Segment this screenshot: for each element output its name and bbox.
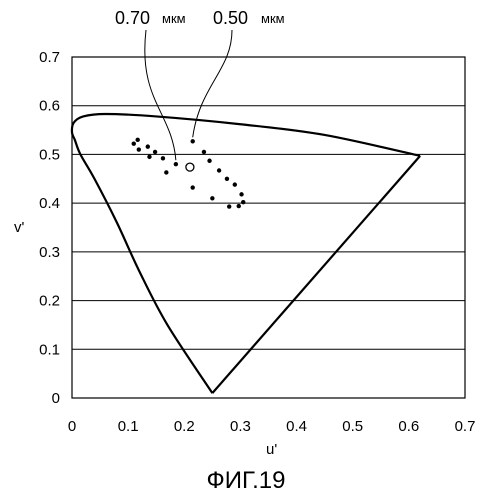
x-tick-label: 0.5 <box>342 418 363 435</box>
y-tick-label: 0.3 <box>39 244 60 261</box>
data-point <box>153 150 157 154</box>
figure-caption: ФИГ.19 <box>207 467 286 494</box>
x-axis-label: u' <box>266 441 277 458</box>
x-tick-label: 0.3 <box>230 418 251 435</box>
x-tick-label: 0.4 <box>286 418 307 435</box>
x-tick-label: 0.2 <box>174 418 195 435</box>
y-tick-label: 0.5 <box>39 146 60 163</box>
data-point <box>174 162 178 166</box>
x-tick-label: 0.6 <box>398 418 419 435</box>
annotation-unit: мкм <box>261 11 285 26</box>
data-point <box>137 147 141 151</box>
y-axis-label: v' <box>14 219 25 236</box>
data-point <box>161 156 165 160</box>
data-point <box>210 196 214 200</box>
data-point <box>225 177 229 181</box>
wavelength-annotations: 0.70 мкм 0.50 мкм <box>115 8 285 160</box>
data-point <box>132 142 136 146</box>
annotation-leader-line <box>145 30 176 160</box>
x-tick-label: 0.1 <box>118 418 139 435</box>
data-points <box>132 138 246 209</box>
data-point <box>217 168 221 172</box>
data-point <box>164 170 168 174</box>
white-point-marker <box>186 163 194 171</box>
spectral-locus-curve <box>72 114 420 393</box>
data-point <box>191 139 195 143</box>
data-point <box>147 155 151 159</box>
data-point <box>233 182 237 186</box>
purple-line <box>212 156 420 393</box>
y-tick-labels: 0 0.1 0.2 0.3 0.4 0.5 0.6 0.7 <box>39 49 60 407</box>
annotation-wavelength: 0.70 <box>115 8 150 28</box>
x-tick-labels: 0 0.1 0.2 0.3 0.4 0.5 0.6 0.7 <box>68 418 476 435</box>
data-point <box>202 150 206 154</box>
y-tick-label: 0 <box>52 390 60 407</box>
annotation-unit: мкм <box>162 11 186 26</box>
y-tick-label: 0.2 <box>39 293 60 310</box>
x-tick-label: 0.7 <box>455 418 476 435</box>
y-tick-label: 0.7 <box>39 49 60 66</box>
data-point <box>227 204 231 208</box>
y-tick-label: 0.4 <box>39 195 60 212</box>
annotation-wavelength: 0.50 <box>213 8 248 28</box>
plot-frame <box>72 57 465 398</box>
data-point <box>237 204 241 208</box>
data-point <box>241 200 245 204</box>
horizontal-gridlines <box>72 57 465 398</box>
data-point <box>239 192 243 196</box>
data-point <box>191 185 195 189</box>
y-tick-label: 0.6 <box>39 98 60 115</box>
data-point <box>135 138 139 142</box>
data-point <box>207 159 211 163</box>
y-tick-label: 0.1 <box>39 341 60 358</box>
x-tick-label: 0 <box>68 418 76 435</box>
data-point <box>146 144 150 148</box>
